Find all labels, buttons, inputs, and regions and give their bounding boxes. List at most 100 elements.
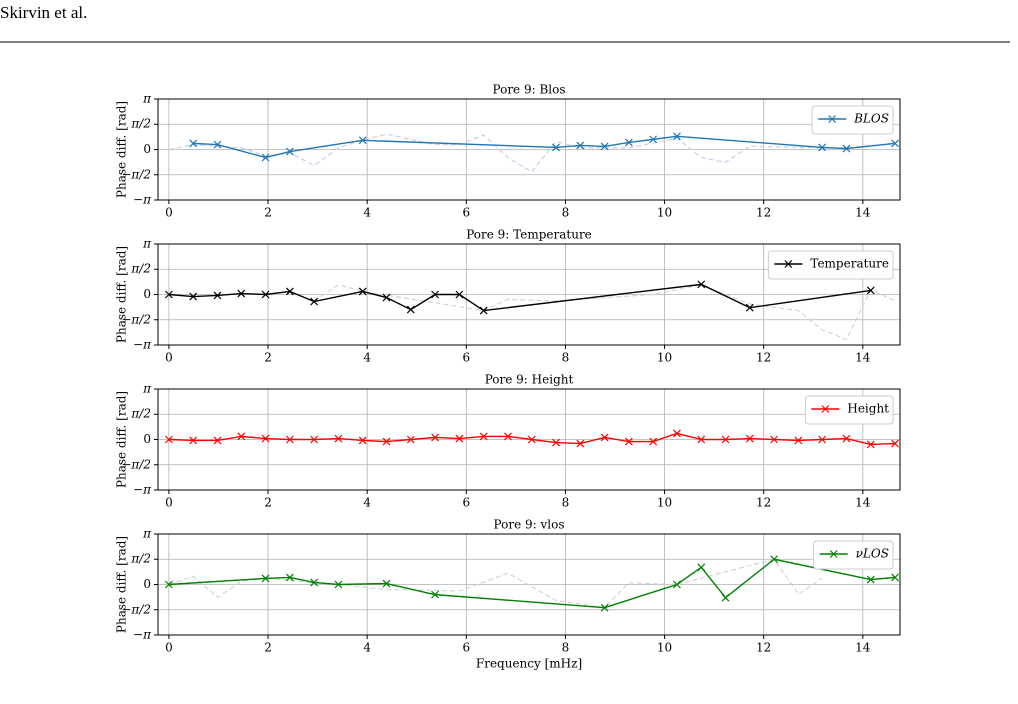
marker <box>285 573 294 582</box>
y-tick-label: −π <box>133 483 152 497</box>
marker <box>649 437 658 446</box>
legend-box <box>804 395 894 425</box>
marker <box>624 138 633 147</box>
y-tick-label: π <box>142 92 152 106</box>
chart-title: Pore 9: Height <box>485 373 574 387</box>
x-tick-label: 10 <box>657 496 672 510</box>
marker <box>431 290 439 299</box>
marker <box>406 435 415 444</box>
x-tick-label: 14 <box>855 496 871 510</box>
x-tick-label: 14 <box>855 206 871 220</box>
x-axis-label: Frequency [mHz] <box>476 657 582 671</box>
marker <box>504 432 512 441</box>
chart-title: Pore 9: vlos <box>494 518 565 532</box>
legend-box <box>767 250 894 280</box>
legend-marker <box>829 550 838 558</box>
marker <box>455 434 464 443</box>
legend: Height <box>804 395 894 425</box>
y-tick-label: 0 <box>143 577 151 591</box>
marker <box>261 153 270 162</box>
marker <box>673 429 681 438</box>
x-tick-label: 4 <box>363 206 371 220</box>
marker <box>842 144 851 153</box>
marker <box>261 434 270 443</box>
marker <box>891 439 899 448</box>
x-tick-label: 14 <box>855 351 871 365</box>
marker <box>237 432 246 441</box>
marker <box>697 563 706 572</box>
series-line <box>168 283 871 312</box>
marker <box>285 287 294 296</box>
x-tick-label: 8 <box>562 206 570 220</box>
y-tick-label: −π/2 <box>121 312 151 326</box>
y-tick-label: π <box>142 237 152 251</box>
marker <box>310 297 319 306</box>
x-tick-label: 0 <box>165 496 173 510</box>
background-line <box>313 284 896 341</box>
marker <box>213 291 222 300</box>
marker <box>866 286 875 295</box>
x-tick-label: 12 <box>756 351 771 365</box>
background-line <box>168 558 823 609</box>
running-header: Skirvin et al. <box>0 3 87 22</box>
marker <box>527 435 536 444</box>
plot-frame <box>157 98 901 201</box>
marker <box>237 289 246 298</box>
legend: BLOS <box>811 105 894 135</box>
y-axis-label: Phase diff. [rad] <box>115 536 129 633</box>
y-axis-label: Phase diff. [rad] <box>115 391 129 488</box>
chart-title: Pore 9: Temperature <box>466 228 592 242</box>
y-tick-label: −π <box>133 338 152 352</box>
marker <box>334 580 343 589</box>
x-tick-label: 2 <box>264 206 272 220</box>
plot-frame <box>157 243 901 346</box>
x-tick-label: 6 <box>462 641 470 655</box>
marker <box>164 435 173 444</box>
marker <box>697 435 706 444</box>
marker <box>552 438 560 447</box>
marker <box>310 435 319 444</box>
marker <box>770 555 779 564</box>
x-tick-label: 6 <box>462 496 470 510</box>
legend: Temperature <box>767 250 894 280</box>
y-tick-label: −π/2 <box>121 457 151 471</box>
y-tick-label: π/2 <box>130 262 151 276</box>
legend-label: BLOS <box>853 112 889 126</box>
x-tick-label: 6 <box>462 206 470 220</box>
plot-frame <box>157 533 901 636</box>
marker <box>891 139 899 148</box>
marker <box>721 593 730 602</box>
x-tick-label: 4 <box>363 496 371 510</box>
legend-label: νLOS <box>856 547 889 561</box>
marker <box>745 434 754 443</box>
y-tick-label: −π/2 <box>121 167 151 181</box>
marker <box>673 132 681 141</box>
marker <box>406 305 415 314</box>
marker <box>382 579 391 588</box>
marker <box>261 290 270 299</box>
x-tick-label: 4 <box>363 351 371 365</box>
marker <box>189 436 198 445</box>
marker <box>770 435 779 444</box>
y-axis-label: Phase diff. [rad] <box>115 246 129 343</box>
plot-frame <box>157 388 901 491</box>
marker <box>189 292 198 301</box>
legend-box <box>811 105 894 135</box>
marker <box>431 590 439 599</box>
x-tick-label: 0 <box>165 206 173 220</box>
y-tick-label: π/2 <box>130 117 151 131</box>
x-tick-label: 2 <box>264 496 272 510</box>
marker <box>552 143 560 152</box>
x-tick-label: 0 <box>165 351 173 365</box>
y-tick-label: 0 <box>143 287 151 301</box>
x-tick-label: 2 <box>264 641 272 655</box>
legend-box <box>813 540 894 570</box>
marker <box>431 433 439 442</box>
x-tick-label: 12 <box>756 641 771 655</box>
marker <box>164 580 173 589</box>
x-tick-label: 8 <box>562 496 570 510</box>
y-tick-label: π/2 <box>130 407 151 421</box>
marker <box>794 436 803 445</box>
marker <box>721 435 730 444</box>
